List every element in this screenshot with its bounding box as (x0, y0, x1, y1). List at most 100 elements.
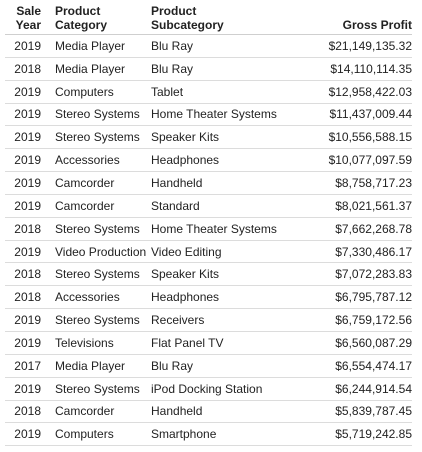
table-row: 2019 Stereo Systems Speaker Kits $10,556,58… (5, 126, 412, 149)
cell-gross-profit: $5,719,242.85 (335, 427, 412, 442)
cell-product-subcategory: Speaker Kits (151, 267, 220, 282)
cell-product-category: Stereo Systems (55, 381, 140, 396)
cell-gross-profit: $6,759,172.56 (335, 313, 412, 328)
table-row: 2019 Televisions Flat Panel TV $6,560,087.2… (5, 331, 412, 355)
cell-product-subcategory: Handheld (151, 404, 203, 419)
column-header-sale-year[interactable]: Sale Year (5, 4, 41, 35)
cell-gross-profit: $21,149,135.32 (328, 38, 412, 53)
cell-product-subcategory: Handheld (151, 175, 203, 190)
cell-gross-profit: $7,662,268.78 (335, 221, 412, 236)
cell-sale-year: 2019 (14, 175, 41, 190)
cell-sale-year: 2019 (14, 244, 41, 259)
cell-sale-year: 2018 (14, 61, 41, 76)
cell-gross-profit: $10,556,588.15 (328, 130, 412, 145)
cell-gross-profit: $8,758,717.23 (335, 175, 412, 190)
cell-sale-year: 2019 (14, 107, 41, 122)
cell-product-category: Media Player (55, 38, 126, 53)
column-header-line: Product (151, 4, 197, 18)
cell-sale-year: 2018 (14, 404, 41, 419)
cell-gross-profit: $14,110,114.35 (330, 61, 412, 76)
cell-product-subcategory: Receivers (151, 313, 205, 328)
cell-product-category: Media Player (55, 61, 126, 76)
table-row: 2019 Computers Tablet $12,958,422.03 (5, 80, 412, 104)
cell-gross-profit: $7,330,486.17 (335, 244, 412, 259)
column-header-product-subcategory[interactable]: Product Subcategory (151, 4, 301, 35)
cell-product-category: Computers (55, 427, 114, 442)
table-row: 2018 Accessories Headphones $6,795,787.12 (5, 286, 412, 309)
cell-product-category: Media Player (55, 358, 126, 373)
cell-product-subcategory: Tablet (151, 84, 184, 99)
cell-gross-profit: $6,554,474.17 (335, 358, 412, 373)
table-row: 2019 Stereo Systems Home Theater Systems $1… (5, 103, 412, 126)
column-header-line: Product (55, 4, 101, 18)
table-body: 2019 Media Player Blu Ray $21,149,135.32 201… (5, 35, 412, 446)
cell-product-category: Stereo Systems (55, 130, 140, 145)
cell-product-category: Stereo Systems (55, 313, 140, 328)
table-row: 2018 Media Player Blu Ray $14,110,114.35 (5, 57, 412, 81)
gross-profit-table: Sale Year Product Category Product Subca… (5, 4, 412, 446)
cell-sale-year: 2019 (14, 84, 41, 99)
column-header-line: Gross Profit (342, 18, 412, 32)
cell-gross-profit: $12,958,422.03 (328, 84, 412, 99)
cell-sale-year: 2018 (14, 290, 41, 305)
cell-product-category: Stereo Systems (55, 267, 140, 282)
cell-gross-profit: $8,021,561.37 (335, 198, 412, 213)
table-row: 2019 Accessories Headphones $10,077,097.59 (5, 149, 412, 172)
cell-product-subcategory: Video Editing (151, 244, 222, 259)
cell-gross-profit: $7,072,283.83 (335, 267, 412, 282)
cell-sale-year: 2019 (14, 130, 41, 145)
cell-product-subcategory: Blu Ray (151, 61, 194, 76)
cell-product-category: Accessories (55, 153, 120, 168)
cell-gross-profit: $10,077,097.59 (328, 153, 412, 168)
cell-sale-year: 2019 (14, 427, 41, 442)
header-row: Sale Year Product Category Product Subca… (5, 4, 412, 35)
column-header-line: Sale (16, 4, 41, 18)
cell-sale-year: 2017 (14, 358, 41, 373)
cell-product-category: Accessories (55, 290, 120, 305)
cell-product-subcategory: iPod Docking Station (151, 381, 263, 396)
cell-product-category: Stereo Systems (55, 107, 140, 122)
table-row: 2019 Stereo Systems iPod Docking Station $6… (5, 377, 412, 400)
cell-product-category: Camcorder (55, 198, 115, 213)
cell-sale-year: 2019 (14, 38, 41, 53)
cell-sale-year: 2019 (14, 335, 41, 350)
cell-product-subcategory: Flat Panel TV (151, 335, 224, 350)
table-row: 2018 Stereo Systems Speaker Kits $7,072,283… (5, 263, 412, 286)
column-header-gross-profit[interactable]: Gross Profit (301, 4, 412, 35)
table-row: 2019 Camcorder Standard $8,021,561.37 (5, 194, 412, 218)
table-row: 2019 Computers Smartphone $5,719,242.85 (5, 423, 412, 446)
column-header-line: Year (15, 18, 41, 32)
cell-product-category: Stereo Systems (55, 221, 140, 236)
cell-product-subcategory: Smartphone (151, 427, 217, 442)
column-header-product-category[interactable]: Product Category (41, 4, 151, 35)
table-row: 2017 Media Player Blu Ray $6,554,474.17 (5, 354, 412, 378)
cell-product-category: Camcorder (55, 175, 115, 190)
cell-gross-profit: $6,560,087.29 (335, 335, 412, 350)
cell-product-category: Computers (55, 84, 114, 99)
table-row: 2019 Stereo Systems Receivers $6,759,172.56 (5, 309, 412, 332)
cell-gross-profit: $11,437,009.44 (329, 107, 412, 122)
table-row: 2019 Media Player Blu Ray $21,149,135.32 (5, 35, 412, 58)
cell-gross-profit: $6,244,914.54 (335, 381, 412, 396)
table-row: 2019 Camcorder Handheld $8,758,717.23 (5, 172, 412, 195)
cell-sale-year: 2019 (14, 381, 41, 396)
cell-sale-year: 2019 (14, 198, 41, 213)
cell-gross-profit: $6,795,787.12 (335, 290, 412, 305)
cell-product-subcategory: Standard (151, 198, 200, 213)
cell-sale-year: 2018 (14, 267, 41, 282)
cell-sale-year: 2018 (14, 221, 41, 236)
table-row: 2018 Camcorder Handheld $5,839,787.45 (5, 400, 412, 423)
cell-product-category: Camcorder (55, 404, 115, 419)
cell-product-subcategory: Home Theater Systems (151, 221, 277, 236)
cell-product-subcategory: Headphones (151, 290, 220, 305)
cell-product-subcategory: Headphones (151, 153, 220, 168)
cell-product-subcategory: Blu Ray (151, 358, 194, 373)
cell-gross-profit: $5,839,787.45 (335, 404, 412, 419)
table-row: 2018 Stereo Systems Home Theater Systems $7… (5, 217, 412, 241)
cell-product-subcategory: Home Theater Systems (151, 107, 277, 122)
cell-product-subcategory: Speaker Kits (151, 130, 220, 145)
cell-product-category: Televisions (55, 335, 114, 350)
cell-sale-year: 2019 (14, 153, 41, 168)
cell-product-subcategory: Blu Ray (151, 38, 194, 53)
table-row: 2019 Video Production Video Editing $7,330,… (5, 240, 412, 263)
